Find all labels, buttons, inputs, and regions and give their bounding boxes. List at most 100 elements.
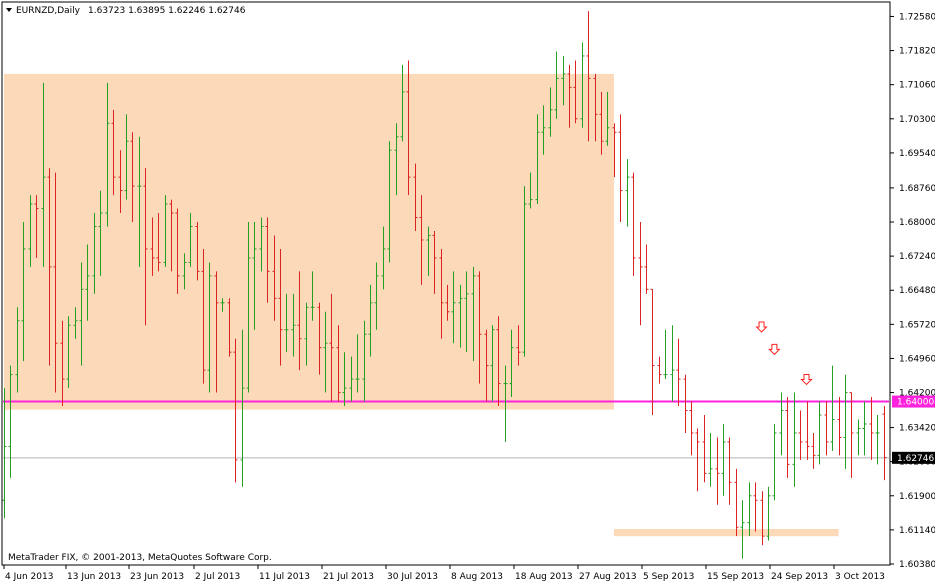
ohlc-bar (561, 55, 566, 106)
ohlc-bar (458, 284, 463, 348)
ohlc-bar (471, 266, 476, 362)
ohlc-bar (451, 271, 456, 344)
ohlc-bar (830, 365, 835, 451)
ohlc-bar (516, 325, 521, 366)
y-tick-label: 1.65720 (899, 320, 935, 330)
ohlc-bar (374, 262, 379, 330)
ohlc-bar (708, 432, 713, 487)
ohlc-bar (849, 392, 854, 478)
ohlc-bar (220, 298, 225, 312)
ohlc-bar (650, 288, 655, 415)
ohlc-bar (689, 401, 694, 456)
y-tick-label: 1.68760 (899, 184, 935, 194)
plot-frame (1, 1, 891, 566)
ohlc-bar (779, 392, 784, 456)
ohlc-bar (593, 73, 598, 142)
ohlc-bar (805, 401, 810, 460)
ohlc-bar (207, 262, 212, 393)
price-zone-0 (4, 73, 614, 410)
ohlc-bar (329, 293, 334, 402)
ohlc-bar (657, 356, 662, 384)
ohlc-bar (811, 432, 816, 469)
y-tick-label: 1.68000 (899, 218, 935, 228)
ohlc-bar (522, 186, 527, 357)
ohlc-bar (163, 195, 168, 267)
ohlc-bar (355, 334, 360, 393)
x-axis: 4 Jun 2013 13 Jun 2013 23 Jun 2013 2 Jul 20… (3, 565, 885, 582)
ohlc-bar (740, 500, 745, 559)
ohlc-bar (747, 482, 752, 537)
ohlc-bar (79, 262, 84, 366)
ohlc-bar (105, 82, 110, 227)
ohlc-bar (734, 468, 739, 537)
x-tick-label: 15 Sep 2013 (707, 572, 764, 582)
down-arrow-icon (800, 373, 813, 386)
ohlc-bar (419, 195, 424, 285)
ohlc-bar (528, 172, 533, 209)
ohlc-bar (368, 284, 373, 357)
arrows-layer (755, 321, 813, 386)
ohlc-bar (798, 410, 803, 460)
y-tick-label: 1.64200 (899, 389, 935, 399)
down-arrow-icon (755, 321, 768, 333)
ohlc-bar (464, 271, 469, 353)
ohlc-bar (73, 307, 78, 339)
ohlc-bar (837, 397, 842, 456)
ohlc-bar (484, 329, 489, 402)
ohlc-bar (118, 150, 123, 214)
ohlc-bar (766, 486, 771, 541)
hlines-layer (3, 400, 889, 459)
ohlc-bar (792, 392, 797, 487)
dropdown-triangle-icon[interactable] (6, 8, 12, 12)
y-tick-label: 1.71820 (899, 47, 935, 57)
current-price-tag-bg (892, 451, 935, 464)
y-tick-label: 1.61140 (899, 526, 935, 536)
ohlc-bar (824, 401, 829, 456)
ohlc-bar (875, 414, 880, 465)
x-tick-label: 30 Jul 2013 (387, 572, 438, 582)
ohlc-bar (175, 208, 180, 294)
ohlc-bar (541, 105, 546, 155)
ohlc-bar (246, 222, 251, 393)
y-tick-label: 1.69540 (899, 149, 935, 159)
ohlc-bar (349, 356, 354, 402)
ohlc-bar (124, 114, 129, 200)
ohlc-bar (406, 60, 411, 196)
ohlc-bar (66, 316, 71, 389)
ohlc-bar (188, 213, 193, 267)
ohlc-bar (34, 195, 39, 258)
ohlc-bar (2, 388, 7, 519)
ohlc-bar (297, 271, 302, 371)
ohlc-bar (259, 217, 264, 272)
ohlc-bar (882, 406, 887, 481)
x-tick-label: 18 Aug 2013 (515, 572, 573, 582)
ohlc-bar (695, 428, 700, 492)
ohlc-bar (843, 374, 848, 469)
ohlc-bar (535, 114, 540, 205)
y-axis: 1.72580 1.71820 1.71060 1.70300 1.69540 1.687… (890, 12, 935, 570)
ohlc-bar (92, 213, 97, 294)
ohlc-bar (509, 329, 514, 398)
ohlc-bar (137, 136, 142, 267)
support-price-tag-text: 1.64000 (897, 398, 934, 408)
ohlc-bar (663, 329, 668, 380)
symbol-label: EURNZD,Daily (16, 6, 81, 16)
price-tags: 1.64000 1.62746 (892, 395, 935, 464)
bars-layer (2, 11, 887, 559)
ohlc-bar (182, 253, 187, 290)
chart-header[interactable]: EURNZD,Daily 1.63723 1.63895 1.62246 1.6… (6, 6, 246, 16)
ohlc-bar (111, 109, 116, 196)
x-tick-label: 11 Jul 2013 (259, 572, 310, 582)
ohlc-bar (676, 338, 681, 407)
ohlc-values: 1.63723 1.63895 1.62246 1.62746 (88, 6, 246, 16)
ohlc-bar (21, 222, 26, 362)
ohlc-bar (496, 316, 501, 407)
ohlc-bar (28, 195, 33, 267)
ohlc-bar (618, 114, 623, 223)
ohlc-bar (580, 42, 585, 128)
ohlc-bar (856, 419, 861, 456)
ohlc-bar (702, 414, 707, 483)
x-tick-label: 5 Sep 2013 (643, 572, 694, 582)
ohlc-bar (150, 217, 155, 276)
ohlc-bar (143, 168, 148, 326)
